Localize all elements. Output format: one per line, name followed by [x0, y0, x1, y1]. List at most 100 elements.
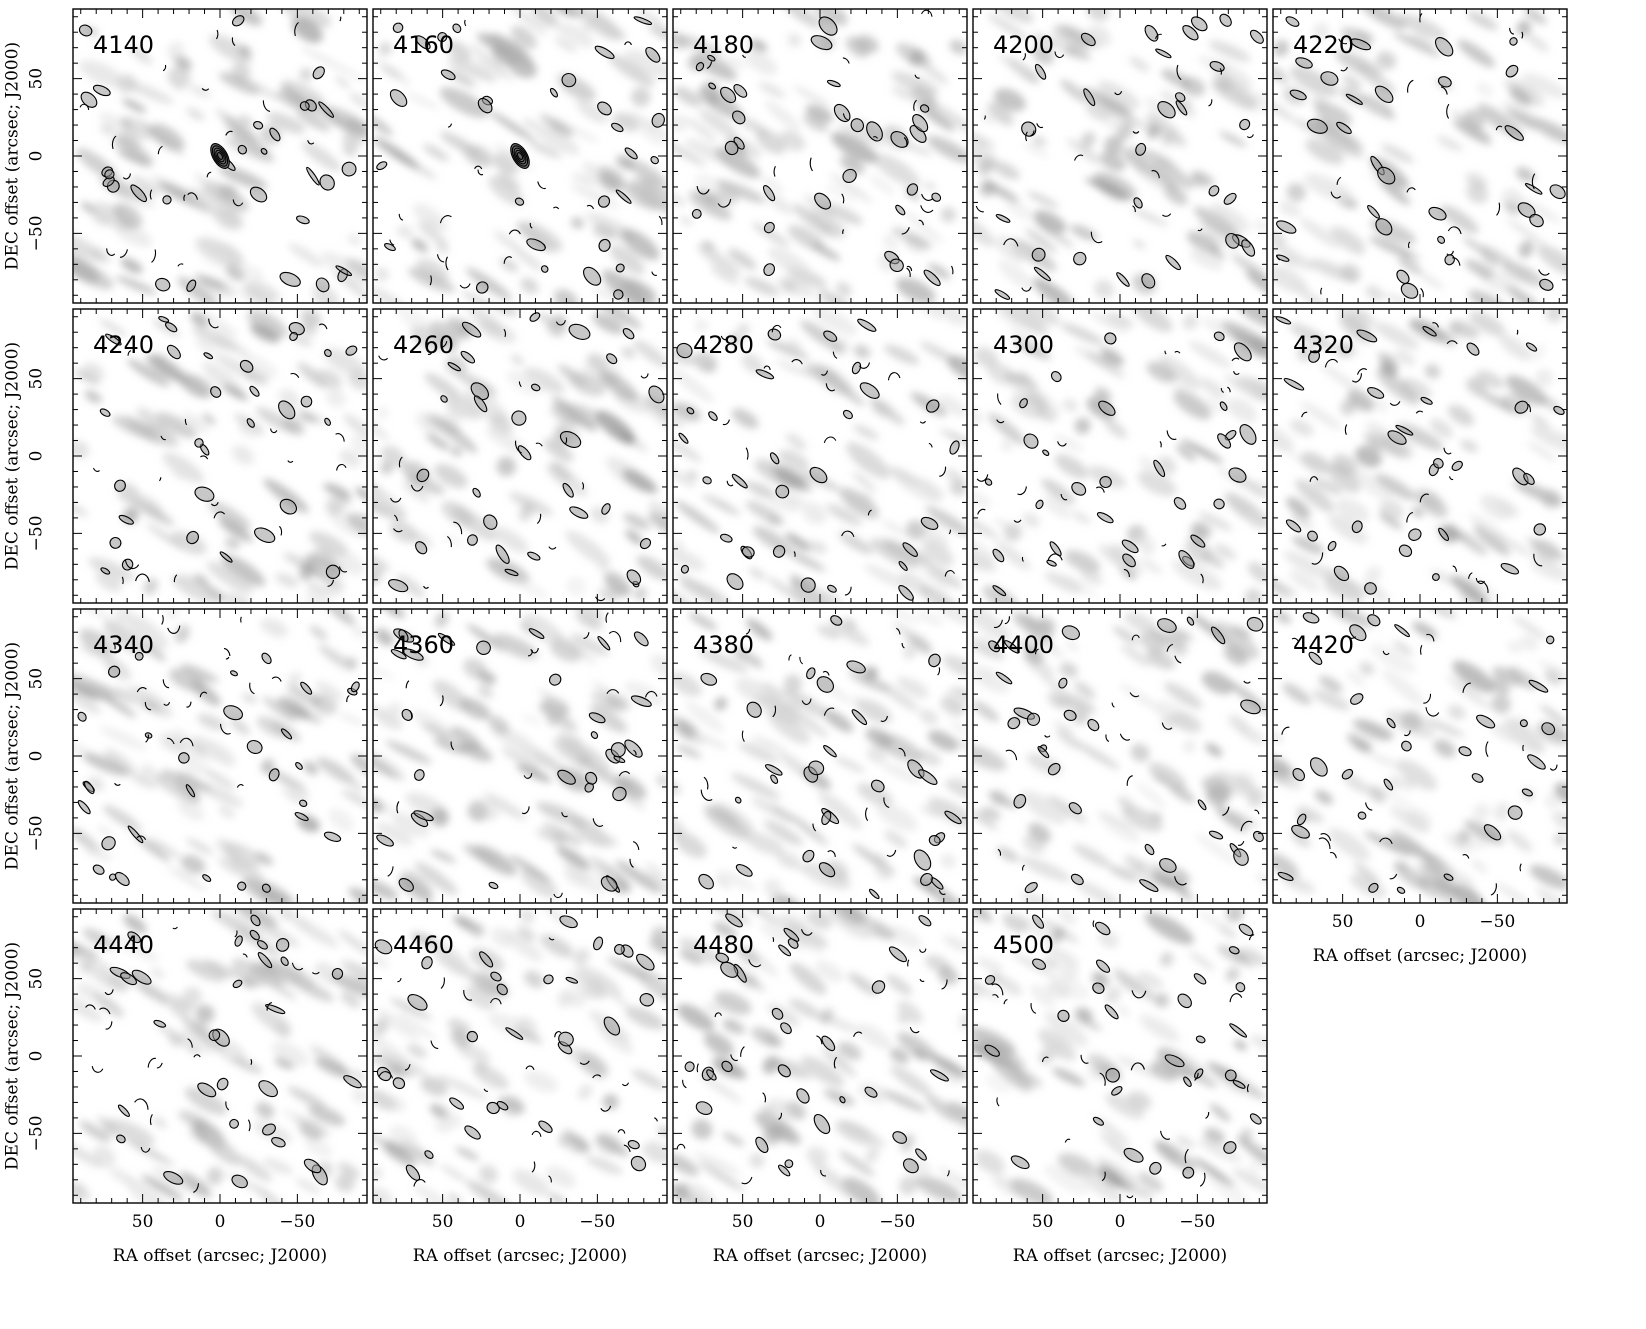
- positive-contour: [923, 269, 941, 287]
- positive-contour: [1139, 879, 1159, 893]
- positive-contour: [994, 289, 1011, 300]
- negative-contour: [1389, 401, 1401, 406]
- positive-contour: [1182, 24, 1199, 41]
- negative-contour: [183, 194, 186, 202]
- negative-contour: [644, 690, 658, 698]
- negative-contour: [948, 529, 951, 535]
- positive-contour: [1173, 497, 1187, 510]
- negative-contour: [592, 1074, 602, 1079]
- tick-marks: [73, 9, 367, 303]
- positive-contour: [476, 640, 491, 655]
- positive-contour: [92, 864, 105, 875]
- x-tick-label: 0: [1415, 912, 1426, 932]
- positive-contour: [771, 1007, 784, 1020]
- positive-contour: [130, 184, 147, 203]
- contour-layer: [376, 16, 665, 300]
- x-tick-label: 0: [1115, 1212, 1126, 1232]
- positive-contour: [460, 350, 476, 364]
- positive-contour: [388, 578, 409, 593]
- tick-marks: [1273, 609, 1567, 903]
- positive-contour: [1175, 100, 1188, 116]
- compact-source: [210, 143, 230, 169]
- negative-contour: [741, 730, 745, 742]
- positive-contour: [345, 345, 358, 356]
- positive-contour: [557, 769, 576, 785]
- negative-contour: [409, 710, 413, 720]
- positive-contour: [1396, 886, 1406, 894]
- positive-contour: [127, 931, 141, 944]
- positive-contour: [1031, 247, 1046, 262]
- contour-layer: [698, 615, 962, 900]
- positive-contour: [1308, 651, 1323, 665]
- positive-contour: [1235, 982, 1246, 993]
- negative-contour: [700, 789, 713, 801]
- positive-contour: [715, 952, 730, 964]
- positive-contour: [153, 1019, 167, 1028]
- positive-contour: [1539, 278, 1554, 291]
- positive-contour: [131, 969, 152, 985]
- negative-contour: [287, 460, 294, 463]
- positive-contour: [594, 45, 615, 60]
- negative-contour: [717, 198, 732, 208]
- axis-labels-layer: DEC offset (arcsec; J2000) DEC offset (ar…: [3, 42, 1528, 1266]
- x-tick-label: 50: [432, 1212, 454, 1232]
- negative-contour: [242, 953, 248, 958]
- positive-contour: [1099, 475, 1112, 489]
- channel-panel: 4480 50 0 −50: [672, 908, 968, 1232]
- negative-contour: [1496, 202, 1501, 216]
- negative-contour: [91, 1065, 104, 1073]
- negative-contour: [632, 841, 640, 850]
- positive-contour: [104, 169, 115, 180]
- panel-velocity-label: 4180: [693, 31, 754, 59]
- positive-contour: [633, 16, 653, 26]
- positive-contour: [1111, 1086, 1123, 1096]
- positive-contour: [600, 876, 618, 892]
- negative-contour: [983, 115, 986, 120]
- negative-contour: [1448, 476, 1454, 481]
- negative-contour: [939, 466, 947, 477]
- positive-contour: [275, 937, 290, 952]
- negative-contour: [262, 100, 271, 112]
- negative-contour: [1522, 744, 1524, 752]
- negative-contour: [250, 1058, 253, 1065]
- negative-contour: [1379, 837, 1393, 845]
- positive-contour: [194, 486, 215, 502]
- positive-contour: [1213, 498, 1225, 510]
- positive-contour: [1034, 63, 1047, 80]
- positive-contour: [569, 506, 589, 519]
- positive-contour: [1428, 206, 1447, 221]
- negative-contour: [906, 265, 913, 272]
- negative-contour: [1036, 123, 1044, 129]
- positive-contour: [1121, 539, 1139, 554]
- negative-contour: [586, 204, 595, 210]
- negative-contour: [1365, 802, 1373, 811]
- positive-contour: [1483, 824, 1502, 841]
- positive-contour: [1080, 32, 1096, 47]
- positive-contour: [626, 569, 642, 585]
- negative-contour: [1060, 493, 1068, 501]
- negative-contour: [1132, 130, 1140, 134]
- negative-contour: [149, 1114, 153, 1126]
- negative-contour: [825, 383, 836, 392]
- negative-contour: [1057, 441, 1067, 447]
- negative-contour: [1440, 86, 1448, 95]
- channel-panel: 4280: [672, 308, 968, 604]
- negative-contour: [396, 801, 400, 814]
- positive-contour: [479, 951, 494, 968]
- negative-contour: [928, 442, 933, 448]
- negative-contour: [1320, 287, 1323, 295]
- positive-contour: [568, 323, 591, 340]
- panel-velocity-label: 4380: [693, 631, 754, 659]
- positive-contour: [1033, 266, 1051, 282]
- negative-contour: [508, 229, 521, 235]
- negative-contour: [937, 667, 941, 676]
- positive-contour: [1277, 871, 1294, 881]
- y-tick-label: 0: [27, 751, 47, 762]
- negative-contour: [1022, 53, 1026, 61]
- negative-contour: [977, 508, 986, 515]
- positive-contour: [437, 632, 456, 646]
- positive-contour: [724, 140, 739, 156]
- panel-velocity-label: 4260: [393, 331, 454, 359]
- positive-contour: [254, 527, 276, 543]
- positive-contour: [249, 929, 260, 941]
